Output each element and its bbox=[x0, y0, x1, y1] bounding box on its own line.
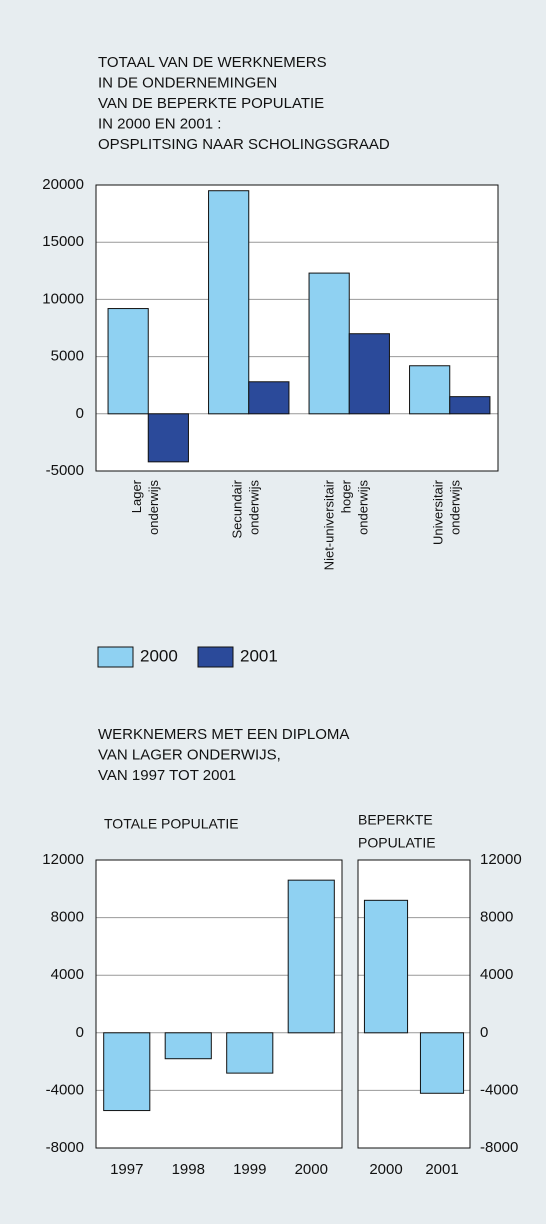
x-tick-label: 1998 bbox=[172, 1161, 205, 1178]
chart-title: VAN LAGER ONDERWIJS, bbox=[98, 746, 281, 763]
x-tick-label: 1999 bbox=[233, 1161, 266, 1178]
bar bbox=[449, 396, 491, 415]
bar bbox=[409, 365, 451, 415]
x-tick-label: 2001 bbox=[425, 1161, 458, 1178]
panel-title: POPULATIE bbox=[358, 835, 436, 851]
bar bbox=[419, 1032, 465, 1094]
chart-title: VAN 1997 TOT 2001 bbox=[98, 767, 236, 784]
x-tick-label: hoger bbox=[339, 479, 354, 513]
bar bbox=[348, 333, 390, 415]
x-tick-label: 2000 bbox=[369, 1161, 402, 1178]
legend-label: 2001 bbox=[240, 646, 278, 665]
y-tick-label: -4000 bbox=[46, 1081, 84, 1098]
bar bbox=[248, 381, 290, 415]
chart-title: WERKNEMERS MET EEN DIPLOMA bbox=[98, 726, 349, 743]
x-tick-label: onderwijs bbox=[146, 480, 161, 535]
y-tick-label: 5000 bbox=[51, 348, 84, 365]
bar bbox=[107, 308, 149, 415]
y-tick-label: 10000 bbox=[42, 290, 84, 307]
x-tick-label: onderwijs bbox=[247, 480, 262, 535]
panel-title: TOTALE POPULATIE bbox=[104, 816, 239, 832]
y-tick-label: 8000 bbox=[51, 909, 84, 926]
y-tick-label: 4000 bbox=[480, 966, 513, 983]
bar bbox=[147, 413, 189, 463]
x-tick-label: Secundair bbox=[230, 479, 245, 538]
x-tick-label: 2000 bbox=[295, 1161, 328, 1178]
y-tick-label: 8000 bbox=[480, 909, 513, 926]
x-tick-label: onderwijs bbox=[448, 480, 463, 535]
y-tick-label: -4000 bbox=[480, 1081, 518, 1098]
legend-swatch bbox=[197, 646, 234, 668]
chart-title: OPSPLITSING NAAR SCHOLINGSGRAAD bbox=[98, 136, 390, 153]
y-tick-label: 12000 bbox=[480, 851, 522, 868]
bar bbox=[208, 190, 250, 415]
y-tick-label: 15000 bbox=[42, 233, 84, 250]
y-tick-label: 0 bbox=[480, 1024, 488, 1041]
chart-title: VAN DE BEPERKTE POPULATIE bbox=[98, 95, 324, 112]
y-tick-label: 0 bbox=[76, 405, 84, 422]
legend-swatch bbox=[97, 646, 134, 668]
bar bbox=[363, 899, 409, 1034]
bar bbox=[287, 879, 335, 1034]
panel-title: BEPERKTE bbox=[358, 812, 433, 828]
bar bbox=[308, 272, 350, 415]
y-tick-label: -5000 bbox=[46, 462, 84, 479]
bar bbox=[103, 1032, 151, 1112]
y-tick-label: 20000 bbox=[42, 176, 84, 193]
x-tick-label: Lager bbox=[129, 479, 144, 513]
plot-frame bbox=[357, 859, 471, 1149]
plot-frame bbox=[95, 184, 499, 472]
y-tick-label: -8000 bbox=[480, 1139, 518, 1156]
plot-frame bbox=[95, 859, 343, 1149]
chart-title: TOTAAL VAN DE WERKNEMERS bbox=[98, 54, 327, 71]
x-tick-label: onderwijs bbox=[356, 480, 371, 535]
bar bbox=[226, 1032, 274, 1074]
chart-title: IN 2000 EN 2001 : bbox=[98, 115, 221, 132]
y-tick-label: 12000 bbox=[42, 851, 84, 868]
x-tick-label: Niet-universitair bbox=[322, 479, 337, 570]
legend-label: 2000 bbox=[140, 646, 178, 665]
y-tick-label: 4000 bbox=[51, 966, 84, 983]
chart-title: IN DE ONDERNEMINGEN bbox=[98, 74, 277, 91]
y-tick-label: -8000 bbox=[46, 1139, 84, 1156]
x-tick-label: Universitair bbox=[431, 479, 446, 545]
bar bbox=[164, 1032, 212, 1060]
x-tick-label: 1997 bbox=[110, 1161, 143, 1178]
y-tick-label: 0 bbox=[76, 1024, 84, 1041]
